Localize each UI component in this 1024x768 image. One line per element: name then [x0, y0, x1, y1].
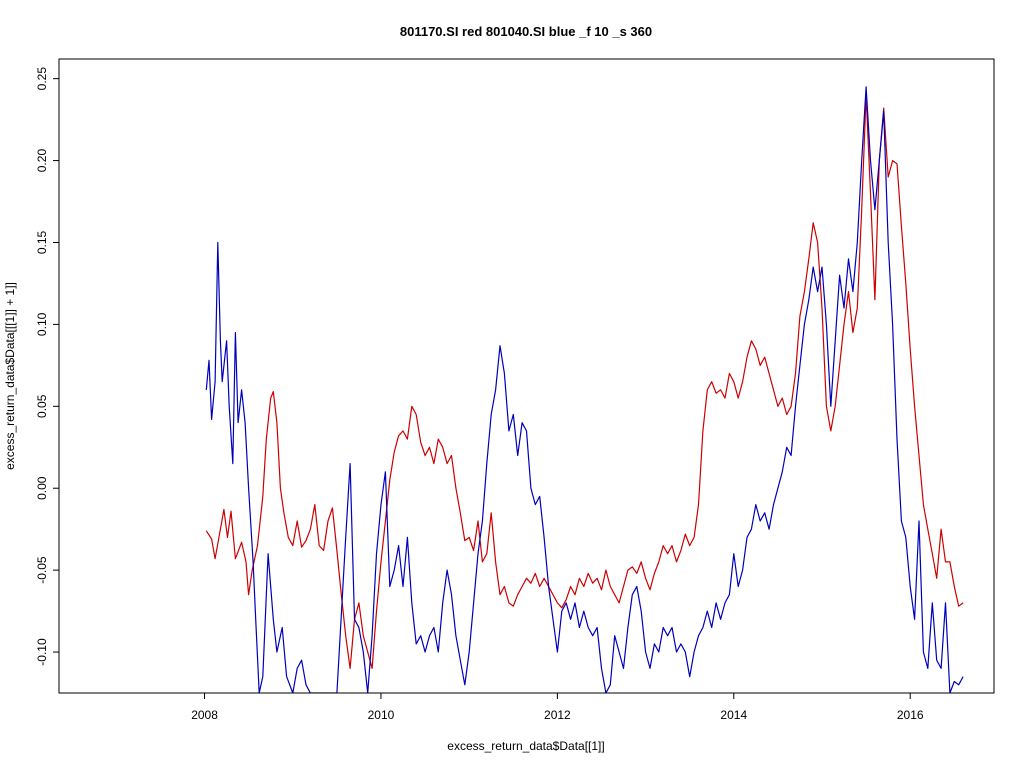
y-axis: -0.10 -0.05 0.00 0.05 0.10 0.15 0.20 0.25	[35, 67, 59, 666]
y-tick-label: 0.00	[35, 476, 49, 500]
x-tick-label: 2016	[897, 708, 924, 722]
series-line-1	[205, 94, 964, 669]
x-axis-label: excess_return_data$Data[[1]]	[447, 739, 604, 753]
y-tick-label: 0.05	[35, 394, 49, 418]
series-line-2	[205, 86, 964, 693]
chart-title: 801170.SI red 801040.SI blue _f 10 _s 36…	[400, 24, 652, 39]
y-tick-label: -0.05	[35, 556, 49, 584]
y-axis-label: excess_return_data$Data[[[1]] + 1]]	[3, 282, 17, 470]
x-tick-label: 2012	[544, 708, 571, 722]
y-tick-label: -0.10	[35, 638, 49, 666]
plot-frame	[58, 58, 995, 694]
y-tick-label: 0.25	[35, 67, 49, 91]
x-tick-label: 2008	[191, 708, 218, 722]
x-tick-label: 2014	[720, 708, 747, 722]
plot-area	[205, 86, 964, 693]
y-tick-label: 0.10	[35, 312, 49, 336]
x-axis: 2008 2010 2012 2014 2016	[191, 693, 924, 722]
y-tick-label: 0.20	[35, 149, 49, 173]
y-tick-label: 0.15	[35, 230, 49, 254]
x-tick-label: 2010	[368, 708, 395, 722]
